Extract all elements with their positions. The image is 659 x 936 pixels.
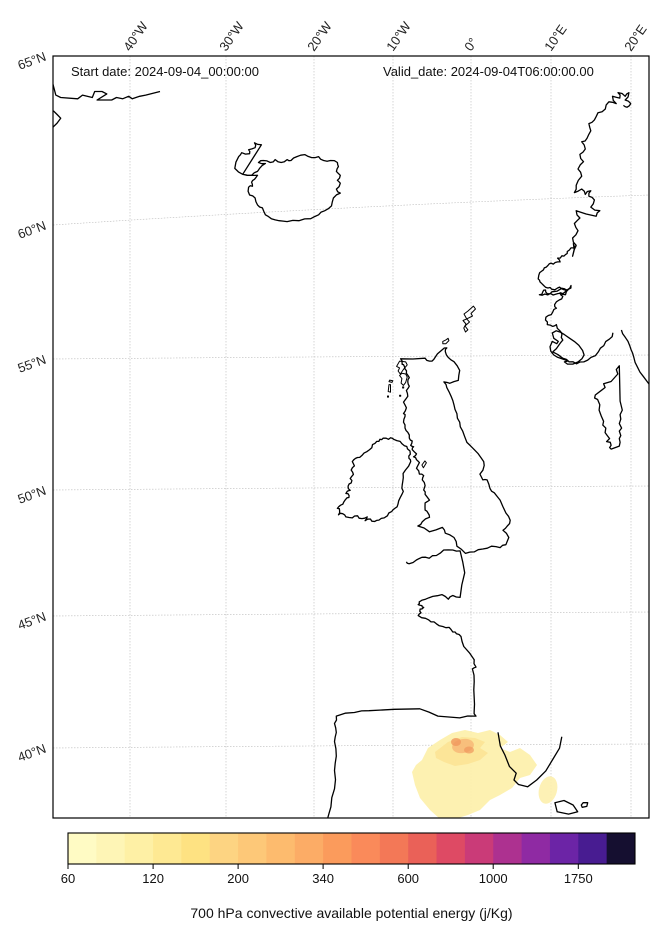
svg-text:Valid_date: 2024-09-04T06:00:0: Valid_date: 2024-09-04T06:00:00.00 (383, 64, 594, 79)
svg-text:120: 120 (142, 871, 164, 886)
svg-text:60: 60 (61, 871, 75, 886)
svg-text:200: 200 (227, 871, 249, 886)
svg-text:1000: 1000 (479, 871, 508, 886)
svg-text:340: 340 (312, 871, 334, 886)
svg-text:Start date: 2024-09-04_00:00:0: Start date: 2024-09-04_00:00:00 (71, 64, 259, 79)
svg-text:700 hPa convective available p: 700 hPa convective available potential e… (190, 905, 512, 921)
svg-text:1750: 1750 (564, 871, 593, 886)
svg-text:600: 600 (397, 871, 419, 886)
